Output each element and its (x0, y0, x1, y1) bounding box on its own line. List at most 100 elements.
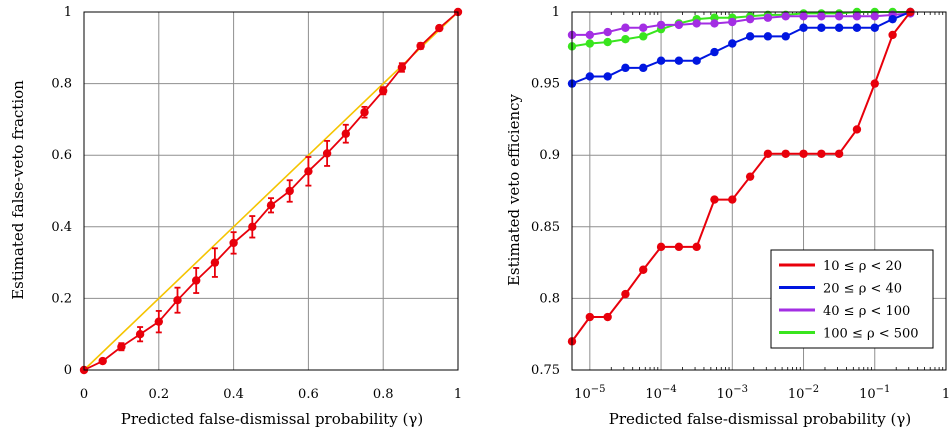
right-data-point (692, 56, 701, 65)
right-data-point (781, 149, 790, 158)
left-data-point (117, 342, 126, 351)
right-data-point (763, 32, 773, 41)
right-y-tick-label: 0.8 (539, 291, 560, 306)
right-data-point (852, 125, 862, 134)
right-x-tick-label: 10−4 (645, 384, 676, 402)
right-data-point (603, 312, 612, 322)
right-y-tick-label: 1 (552, 5, 560, 20)
left-x-tick-label: 0.2 (148, 387, 169, 402)
right-data-point (710, 47, 719, 57)
left-plot-frame (83, 11, 459, 371)
left-data-point (248, 222, 257, 231)
left-data-point (229, 238, 238, 248)
right-data-point (817, 12, 826, 21)
right-data-point (799, 12, 808, 21)
right-data-point (852, 12, 862, 21)
right-y-tick-label: 0.95 (531, 77, 560, 92)
left-series (79, 7, 463, 375)
left-data-point (135, 330, 145, 339)
right-y-axis-label: Estimated veto efficiency (505, 93, 523, 286)
right-series (567, 7, 915, 346)
left-chart: 0 0.2 0.4 0.6 0.8 1 0 0.2 0.4 0.6 0.8 1 Predicted … (9, 5, 463, 428)
right-data-point (692, 19, 701, 28)
right-data-point (888, 30, 897, 40)
right-data-point (639, 23, 648, 32)
right-data-point (728, 195, 737, 204)
right-x-tick-label: 1 (942, 387, 950, 402)
left-data-point (173, 295, 182, 305)
right-data-point (585, 312, 595, 322)
right-data-point (888, 14, 897, 24)
legend-label: 10 ≤ ρ < 20 (823, 259, 902, 274)
left-y-tick-label: 0 (64, 363, 72, 378)
right-data-point (745, 172, 755, 181)
right-series-line (571, 11, 911, 85)
right-plot-frame (571, 11, 947, 371)
left-y-tick-label: 0.4 (51, 220, 72, 235)
left-x-tick-label: 1 (454, 387, 462, 402)
right-data-point (621, 23, 630, 32)
right-data-point (834, 23, 844, 32)
right-data-point (656, 242, 666, 252)
right-data-point (781, 12, 790, 21)
left-x-tick-label: 0 (80, 387, 88, 402)
left-data-point (285, 186, 294, 196)
right-series-line (571, 11, 912, 342)
right-data-point (745, 14, 755, 24)
right-data-point (852, 23, 862, 32)
right-data-point (799, 149, 808, 158)
right-data-point (639, 265, 648, 274)
right-x-tick-label: 10−2 (788, 384, 819, 402)
left-data-point (360, 108, 369, 117)
right-data-point (603, 72, 612, 81)
left-data-point (154, 317, 163, 326)
left-x-tick-labels: 0 0.2 0.4 0.6 0.8 1 (80, 387, 462, 402)
right-data-point (692, 242, 701, 252)
left-data-point (210, 258, 220, 267)
left-data-point (266, 201, 276, 210)
right-data-point (585, 39, 595, 48)
right-data-point (656, 20, 666, 30)
right-data-point (603, 37, 612, 47)
left-data-point (416, 41, 425, 51)
right-x-axis-label: Predicted false-dismissal probability (γ… (609, 410, 911, 428)
right-data-point (870, 23, 879, 32)
right-data-point (639, 63, 648, 73)
left-data-point (322, 149, 332, 158)
left-x-tick-label: 0.8 (373, 387, 394, 402)
left-y-tick-label: 0.8 (51, 77, 72, 92)
right-data-point (834, 12, 844, 21)
right-data-point (674, 20, 684, 30)
left-data-point (304, 167, 313, 176)
legend-label: 100 ≤ ρ < 500 (823, 327, 919, 342)
left-reference-line (83, 11, 459, 371)
left-y-tick-labels: 0 0.2 0.4 0.6 0.8 1 (51, 5, 72, 378)
left-y-tick-label: 0.6 (51, 148, 72, 163)
right-data-point (603, 27, 612, 37)
right-data-point (585, 30, 595, 40)
left-y-tick-label: 0.2 (51, 291, 72, 306)
right-x-tick-labels: 10−5 10−4 10−3 10−2 10−1 1 (574, 384, 950, 402)
left-x-tick-label: 0.6 (298, 387, 319, 402)
right-data-point (745, 32, 755, 41)
right-data-point (621, 63, 630, 73)
right-y-tick-label: 0.75 (531, 363, 560, 378)
right-x-tick-label: 10−3 (717, 384, 748, 402)
right-data-point (834, 149, 844, 158)
left-data-point (341, 129, 350, 138)
left-data-point (435, 23, 444, 33)
right-data-point (817, 149, 826, 158)
right-data-point (621, 289, 630, 299)
right-data-point (674, 242, 684, 252)
right-data-point (870, 12, 879, 21)
left-y-axis-label: Estimated false-veto fraction (9, 80, 27, 300)
right-data-point (781, 32, 790, 41)
left-x-axis-label: Predicted false-dismissal probability (γ… (121, 410, 423, 428)
right-data-point (656, 56, 666, 65)
right-data-point (763, 13, 773, 22)
right-y-tick-label: 0.85 (531, 220, 560, 235)
right-data-point (621, 35, 630, 44)
left-data-point (379, 86, 388, 95)
right-data-point (710, 195, 719, 204)
